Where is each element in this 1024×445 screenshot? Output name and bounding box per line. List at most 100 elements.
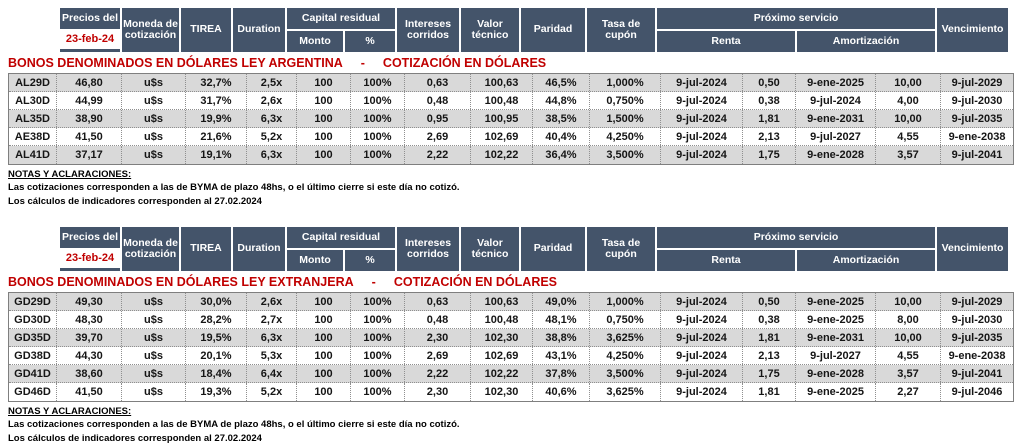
- amortizacion-monto: 2,27: [876, 383, 941, 401]
- valor-tecnico: 102,69: [471, 128, 533, 145]
- price-date-badge: 23-feb-24: [60, 250, 120, 271]
- amortizacion-monto: 8,00: [876, 311, 941, 328]
- intereses-corridos: 0,63: [405, 74, 471, 91]
- renta-monto: 1,81: [743, 383, 796, 401]
- col-valor-tecnico: Valor técnico: [461, 227, 519, 271]
- section-subtitle-text: COTIZACIÓN EN DÓLARES: [383, 56, 546, 70]
- vencimiento-fecha: 9-jul-2030: [941, 311, 1013, 328]
- tasa-cupon-value: 3,625%: [590, 329, 661, 346]
- renta-fecha: 9-jul-2024: [661, 365, 743, 382]
- duration-value: 6,3x: [247, 329, 297, 346]
- col-duration: Duration: [233, 8, 285, 52]
- amortizacion-fecha: 9-ene-2025: [796, 74, 876, 91]
- capital-pct: 100%: [351, 347, 405, 364]
- notes-block: NOTAS Y ACLARACIONES: Las cotizaciones c…: [8, 406, 1024, 445]
- renta-monto: 0,38: [743, 92, 796, 109]
- capital-monto: 100: [297, 311, 351, 328]
- paridad-value: 37,8%: [533, 365, 590, 382]
- amortizacion-fecha: 9-ene-2031: [796, 329, 876, 346]
- currency: u$s: [122, 329, 186, 346]
- bond-ticker: GD35D: [9, 329, 57, 346]
- amortizacion-monto: 4,55: [876, 347, 941, 364]
- valor-tecnico: 100,63: [471, 293, 533, 310]
- intereses-corridos: 2,22: [405, 365, 471, 382]
- intereses-corridos: 0,95: [405, 110, 471, 127]
- tasa-cupon-value: 0,750%: [590, 92, 661, 109]
- section-title-dash: -: [361, 56, 365, 70]
- amortizacion-fecha: 9-ene-2028: [796, 365, 876, 382]
- renta-monto: 1,81: [743, 329, 796, 346]
- renta-fecha: 9-jul-2024: [661, 383, 743, 401]
- section-title-dash: -: [372, 275, 376, 289]
- duration-value: 5,2x: [247, 383, 297, 401]
- tasa-cupon-value: 4,250%: [590, 128, 661, 145]
- capital-monto: 100: [297, 383, 351, 401]
- notes-line-2: Los cálculos de indicadores corresponden…: [8, 196, 1024, 209]
- table-row: GD29D 49,30 u$s 30,0% 2,6x 100 100% 0,63…: [9, 293, 1013, 311]
- col-pct: %: [345, 31, 395, 52]
- col-paridad: Paridad: [521, 227, 585, 271]
- vencimiento-fecha: 9-jul-2046: [941, 383, 1013, 401]
- valor-tecnico: 102,69: [471, 347, 533, 364]
- currency: u$s: [122, 293, 186, 310]
- bond-table-extranjera: GD29D 49,30 u$s 30,0% 2,6x 100 100% 0,63…: [8, 292, 1014, 402]
- currency: u$s: [122, 146, 186, 164]
- bond-ticker: GD29D: [9, 293, 57, 310]
- capital-monto: 100: [297, 146, 351, 164]
- price: 38,60: [57, 365, 122, 382]
- tirea-value: 19,9%: [186, 110, 247, 127]
- section-title: BONOS DENOMINADOS EN DÓLARES LEY EXTRANJ…: [8, 275, 1024, 289]
- notes-heading: NOTAS Y ACLARACIONES:: [8, 169, 1024, 181]
- tirea-value: 19,5%: [186, 329, 247, 346]
- tirea-value: 19,1%: [186, 146, 247, 164]
- capital-monto: 100: [297, 329, 351, 346]
- renta-monto: 0,38: [743, 311, 796, 328]
- vencimiento-fecha: 9-jul-2041: [941, 365, 1013, 382]
- tasa-cupon-value: 1,000%: [590, 293, 661, 310]
- col-tasa-cupon: Tasa de cupón: [587, 227, 655, 271]
- duration-value: 5,2x: [247, 128, 297, 145]
- duration-value: 6,4x: [247, 365, 297, 382]
- capital-monto: 100: [297, 365, 351, 382]
- section-title: BONOS DENOMINADOS EN DÓLARES LEY ARGENTI…: [8, 56, 1024, 70]
- capital-monto: 100: [297, 293, 351, 310]
- renta-monto: 0,50: [743, 293, 796, 310]
- tasa-cupon-value: 3,625%: [590, 383, 661, 401]
- notes-block: NOTAS Y ACLARACIONES: Las cotizaciones c…: [8, 169, 1024, 208]
- intereses-corridos: 2,69: [405, 128, 471, 145]
- price: 38,90: [57, 110, 122, 127]
- col-intereses: Intereses corridos: [397, 227, 459, 271]
- table-row: AL30D 44,99 u$s 31,7% 2,6x 100 100% 0,48…: [9, 92, 1013, 110]
- renta-fecha: 9-jul-2024: [661, 92, 743, 109]
- bond-table-argentina: AL29D 46,80 u$s 32,7% 2,5x 100 100% 0,63…: [8, 73, 1014, 165]
- table-row: GD30D 48,30 u$s 28,2% 2,7x 100 100% 0,48…: [9, 311, 1013, 329]
- renta-monto: 0,50: [743, 74, 796, 91]
- intereses-corridos: 2,30: [405, 329, 471, 346]
- vencimiento-fecha: 9-ene-2038: [941, 347, 1013, 364]
- table-row: AL29D 46,80 u$s 32,7% 2,5x 100 100% 0,63…: [9, 74, 1013, 92]
- amortizacion-monto: 10,00: [876, 74, 941, 91]
- currency: u$s: [122, 128, 186, 145]
- bond-ticker: GD30D: [9, 311, 57, 328]
- tirea-value: 20,1%: [186, 347, 247, 364]
- valor-tecnico: 100,48: [471, 92, 533, 109]
- table-row: GD46D 41,50 u$s 19,3% 5,2x 100 100% 2,30…: [9, 383, 1013, 401]
- capital-monto: 100: [297, 128, 351, 145]
- capital-pct: 100%: [351, 110, 405, 127]
- col-vencimiento: Vencimiento: [937, 227, 1008, 271]
- col-vencimiento: Vencimiento: [937, 8, 1008, 52]
- amortizacion-fecha: 9-ene-2025: [796, 293, 876, 310]
- bond-ticker: AL35D: [9, 110, 57, 127]
- amortizacion-monto: 3,57: [876, 146, 941, 164]
- amortizacion-fecha: 9-ene-2025: [796, 311, 876, 328]
- paridad-value: 46,5%: [533, 74, 590, 91]
- currency: u$s: [122, 383, 186, 401]
- duration-value: 6,3x: [247, 110, 297, 127]
- amortizacion-monto: 10,00: [876, 110, 941, 127]
- amortizacion-fecha: 9-jul-2027: [796, 347, 876, 364]
- col-monto: Monto: [287, 250, 343, 271]
- col-intereses: Intereses corridos: [397, 8, 459, 52]
- capital-pct: 100%: [351, 329, 405, 346]
- amortizacion-monto: 4,00: [876, 92, 941, 109]
- col-precios-del: Precios del: [60, 227, 120, 248]
